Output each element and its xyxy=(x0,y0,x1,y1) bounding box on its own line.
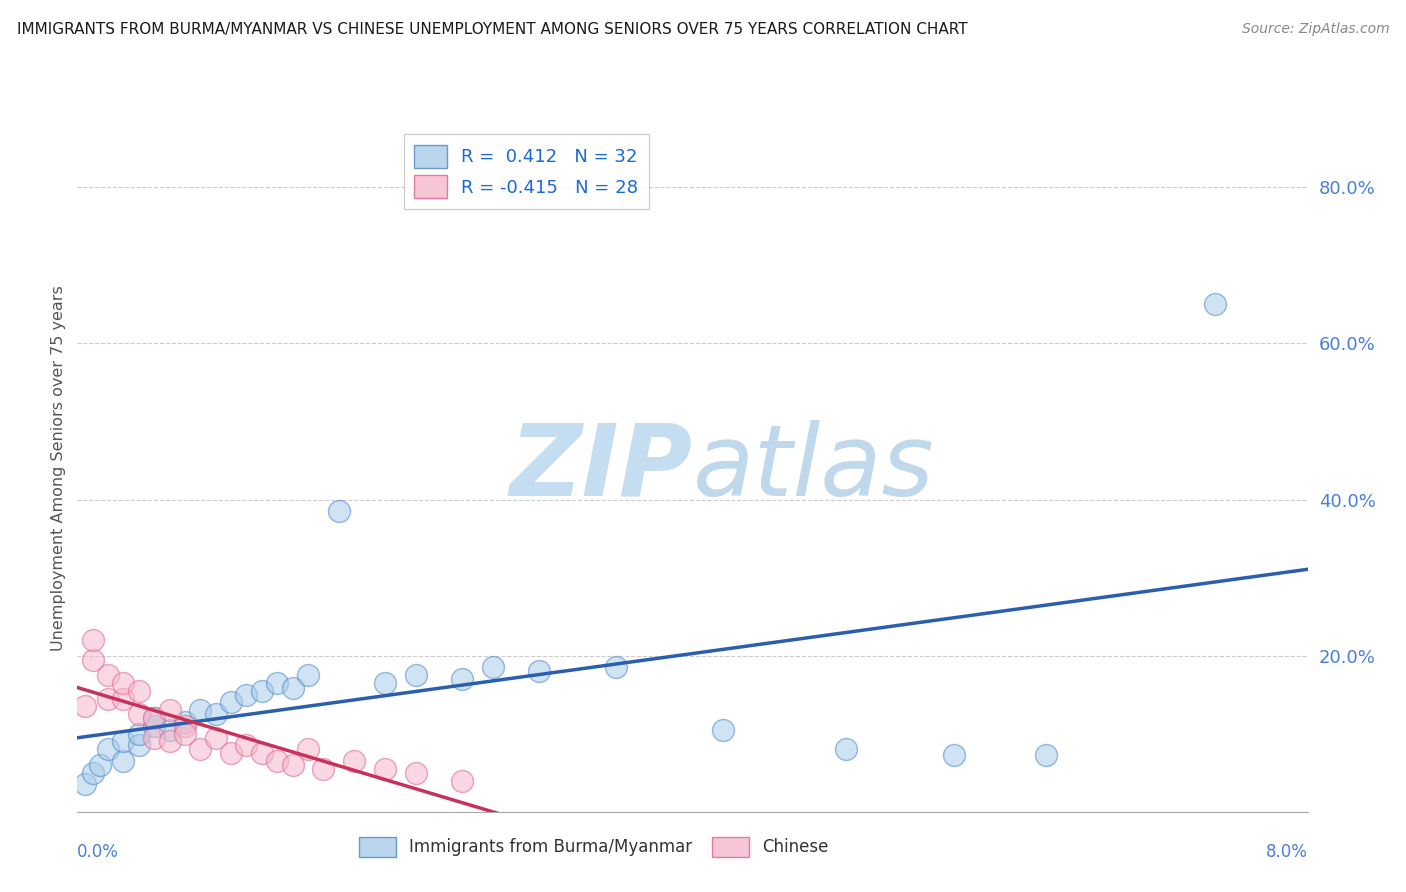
Point xyxy=(188,703,212,717)
Point xyxy=(97,742,120,756)
Point xyxy=(159,723,181,737)
Point xyxy=(297,742,319,756)
Point xyxy=(82,765,104,780)
Point xyxy=(297,668,319,682)
Point xyxy=(235,688,257,702)
Point xyxy=(250,746,273,760)
Point xyxy=(143,731,166,745)
Point xyxy=(374,762,396,776)
Point xyxy=(143,711,166,725)
Point xyxy=(82,652,104,666)
Point xyxy=(112,691,135,706)
Point xyxy=(128,683,150,698)
Point xyxy=(942,747,965,762)
Point xyxy=(605,660,627,674)
Text: IMMIGRANTS FROM BURMA/MYANMAR VS CHINESE UNEMPLOYMENT AMONG SENIORS OVER 75 YEAR: IMMIGRANTS FROM BURMA/MYANMAR VS CHINESE… xyxy=(17,22,967,37)
Point xyxy=(128,707,150,722)
Point xyxy=(266,676,288,690)
Point xyxy=(835,742,858,756)
Point xyxy=(159,703,181,717)
Point xyxy=(1204,297,1226,311)
Point xyxy=(89,757,111,772)
Point xyxy=(219,696,242,710)
Point xyxy=(159,734,181,748)
Point xyxy=(328,504,350,518)
Point xyxy=(174,726,197,740)
Point xyxy=(250,683,273,698)
Point xyxy=(405,668,427,682)
Point xyxy=(1035,747,1057,762)
Point xyxy=(112,754,135,768)
Legend: Immigrants from Burma/Myanmar, Chinese: Immigrants from Burma/Myanmar, Chinese xyxy=(352,828,837,865)
Point xyxy=(174,719,197,733)
Point xyxy=(128,726,150,740)
Point xyxy=(97,691,120,706)
Point xyxy=(82,633,104,648)
Point xyxy=(312,762,335,776)
Point xyxy=(481,660,503,674)
Text: ZIP: ZIP xyxy=(509,420,693,516)
Text: Source: ZipAtlas.com: Source: ZipAtlas.com xyxy=(1241,22,1389,37)
Point xyxy=(266,754,288,768)
Point xyxy=(73,777,96,791)
Point xyxy=(527,664,550,678)
Point xyxy=(204,707,226,722)
Point xyxy=(204,731,226,745)
Point xyxy=(405,765,427,780)
Point xyxy=(711,723,734,737)
Point xyxy=(143,711,166,725)
Point xyxy=(128,739,150,753)
Point xyxy=(143,719,166,733)
Point xyxy=(281,681,304,696)
Point xyxy=(174,714,197,729)
Point xyxy=(97,668,120,682)
Point xyxy=(450,773,472,788)
Point xyxy=(374,676,396,690)
Point xyxy=(343,754,366,768)
Point xyxy=(219,746,242,760)
Y-axis label: Unemployment Among Seniors over 75 years: Unemployment Among Seniors over 75 years xyxy=(51,285,66,651)
Point xyxy=(281,757,304,772)
Text: 8.0%: 8.0% xyxy=(1265,843,1308,861)
Point xyxy=(188,742,212,756)
Point xyxy=(73,699,96,714)
Point xyxy=(450,672,472,686)
Text: atlas: atlas xyxy=(693,420,934,516)
Text: 0.0%: 0.0% xyxy=(77,843,120,861)
Point xyxy=(235,739,257,753)
Point xyxy=(112,734,135,748)
Point xyxy=(112,676,135,690)
